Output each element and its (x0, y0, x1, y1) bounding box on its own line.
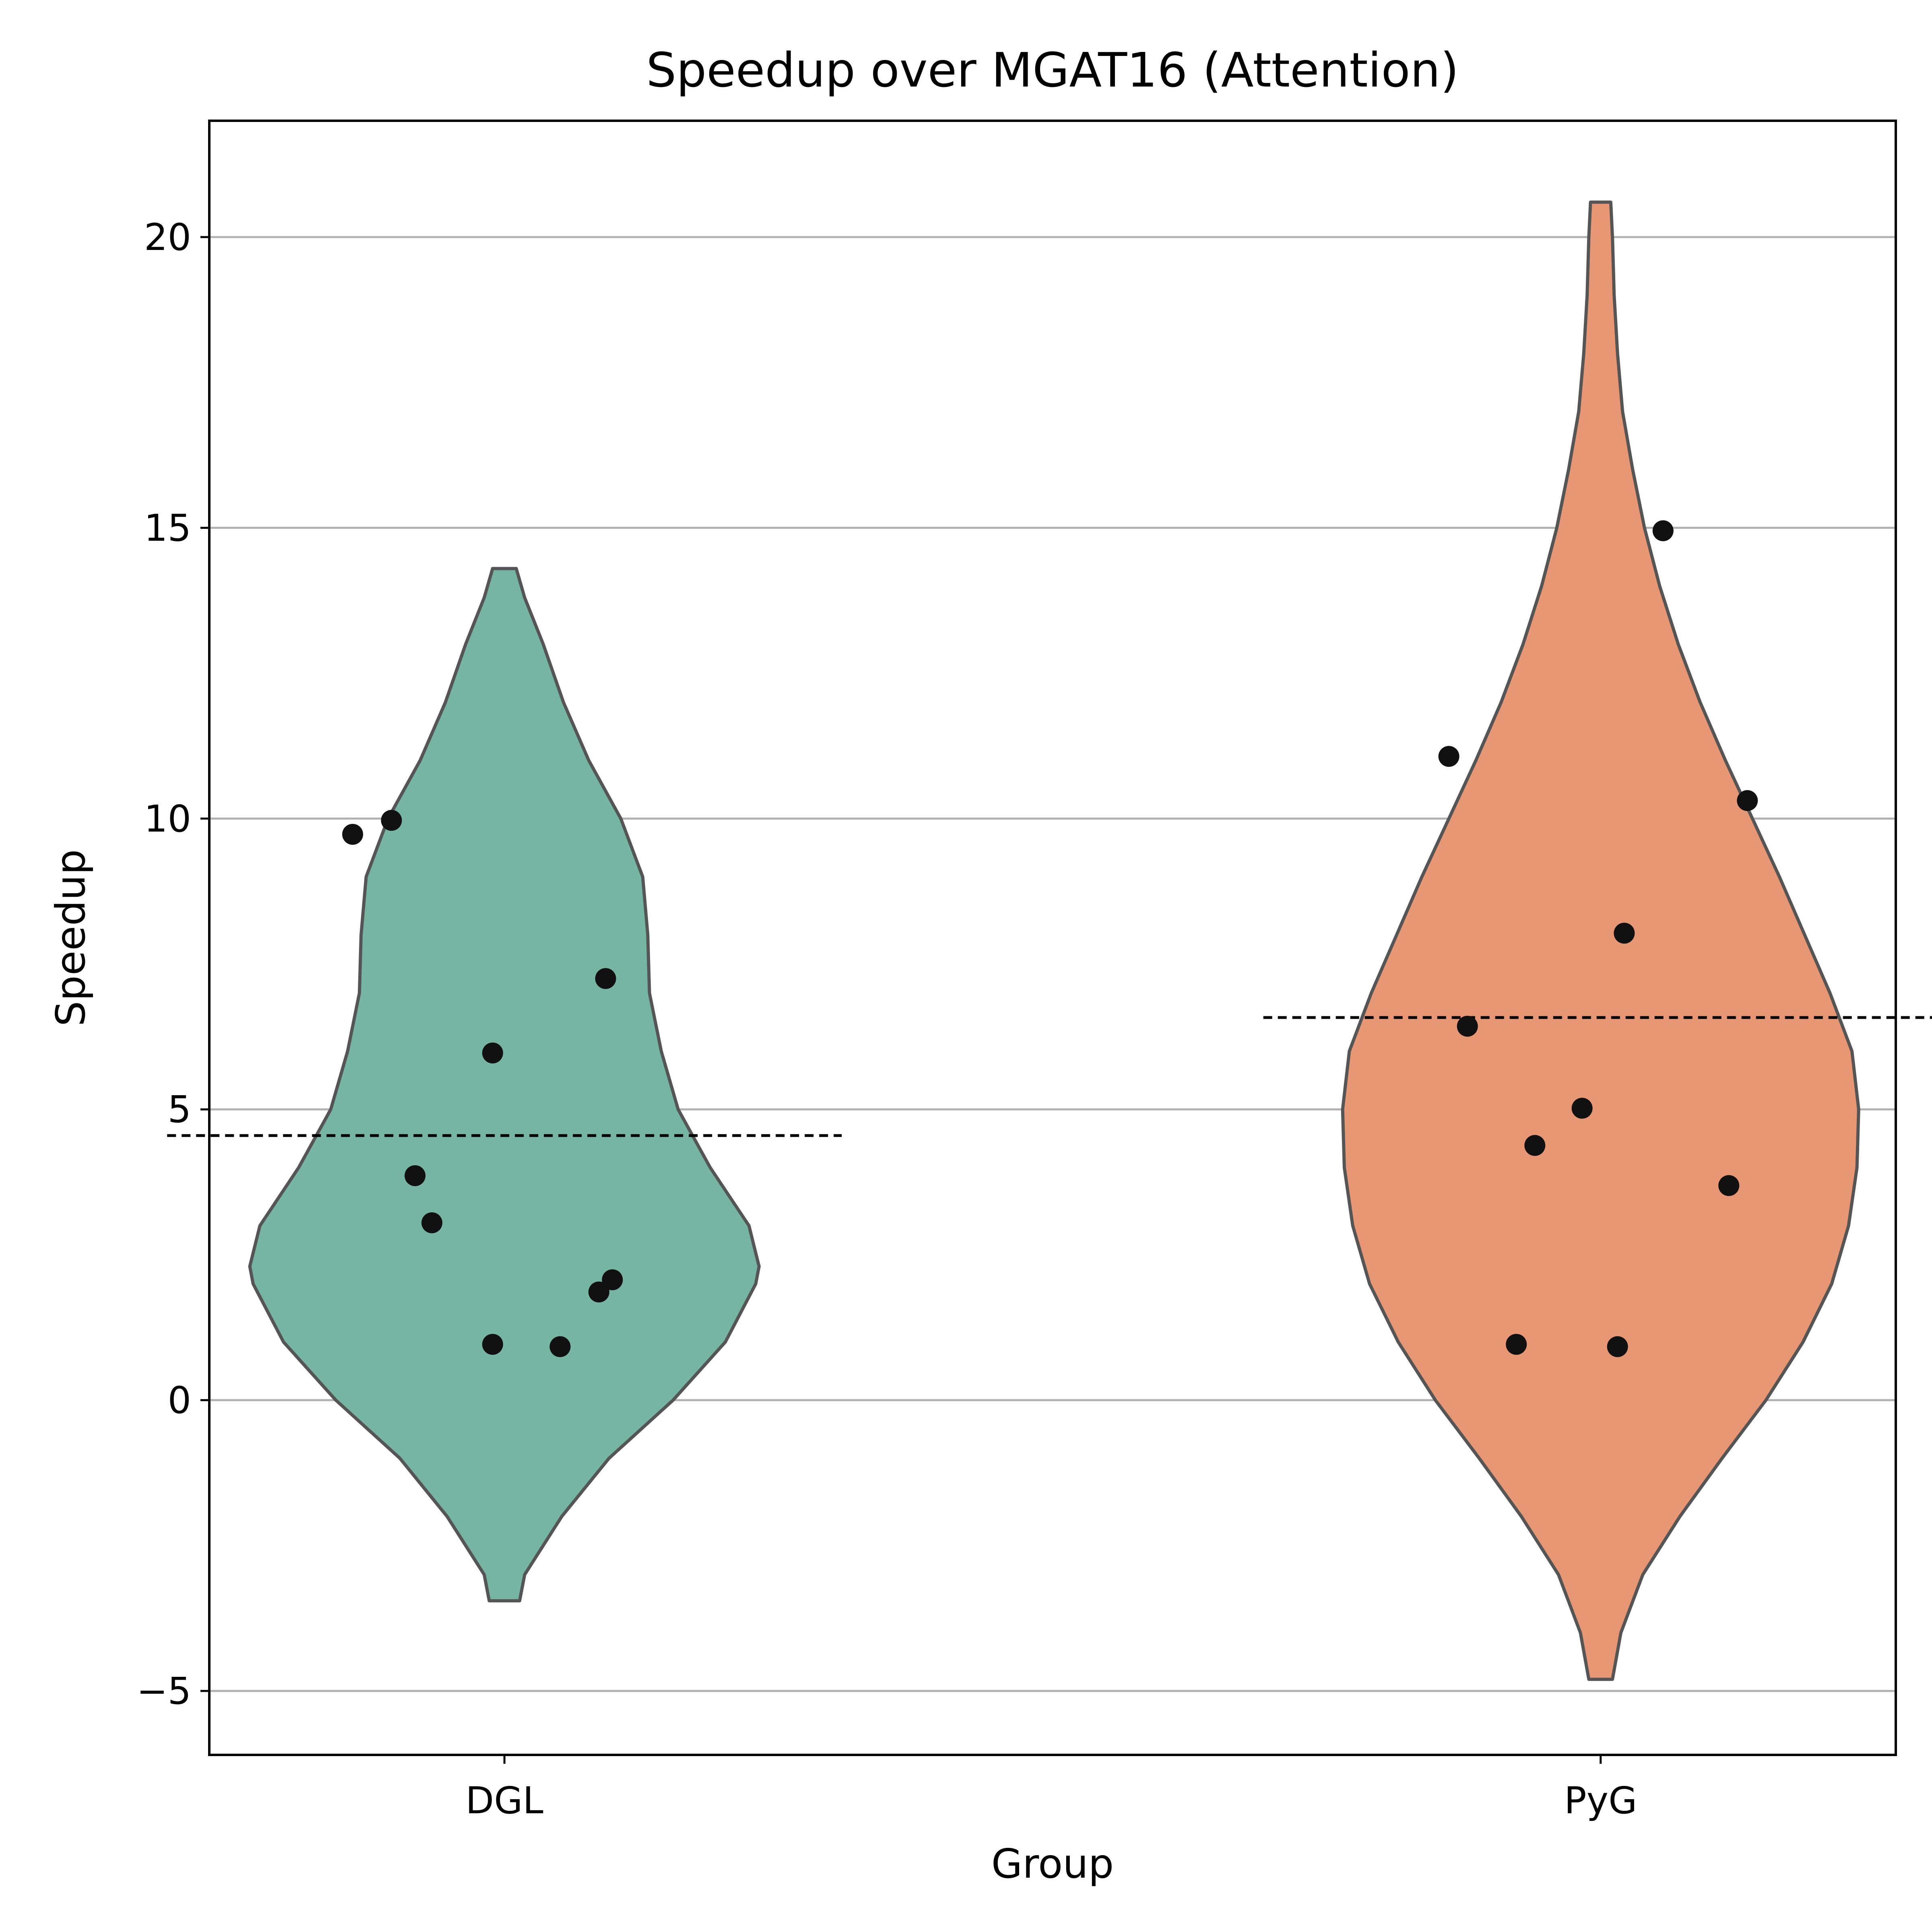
y-tick-label: 10 (144, 797, 191, 840)
data-point (421, 1212, 443, 1233)
violin-pyg (1341, 200, 1860, 1681)
data-point (405, 1165, 426, 1186)
x-tick-label: DGL (466, 1779, 543, 1822)
data-point (549, 1336, 571, 1357)
data-point (595, 968, 616, 989)
data-point (1571, 1098, 1593, 1119)
data-point (588, 1281, 609, 1302)
violin-dgl (248, 567, 761, 1603)
data-point (1614, 923, 1635, 944)
y-axis-label: Speedup (47, 849, 94, 1026)
data-point (1457, 1016, 1478, 1037)
data-points (342, 520, 1758, 1357)
data-point (1607, 1336, 1628, 1357)
data-point (1652, 520, 1674, 541)
y-tick-label: 20 (144, 216, 191, 259)
data-point (1524, 1135, 1546, 1156)
data-point (1438, 746, 1459, 767)
data-point (1718, 1175, 1740, 1196)
mean-lines (167, 1016, 1932, 1137)
violins (248, 200, 1860, 1681)
y-tick-label: −5 (136, 1670, 191, 1713)
x-axis-ticks: DGL PyG (466, 1755, 1637, 1822)
data-point (482, 1333, 503, 1355)
data-point (1737, 790, 1758, 811)
y-tick-label: 0 (167, 1379, 191, 1422)
data-point (482, 1042, 503, 1064)
x-tick-label: PyG (1564, 1779, 1637, 1822)
y-tick-label: 15 (144, 506, 191, 549)
y-tick-label: 5 (167, 1088, 191, 1131)
data-point (342, 824, 363, 845)
plot-frame (208, 120, 1897, 1756)
data-point (381, 810, 402, 831)
data-point (602, 1269, 623, 1290)
chart-title: Speedup over MGAT16 (Attention) (646, 42, 1459, 98)
y-axis-ticks: −5 0 5 10 15 20 (136, 216, 209, 1713)
x-axis-label: Group (991, 1840, 1114, 1887)
data-point (1506, 1333, 1527, 1355)
